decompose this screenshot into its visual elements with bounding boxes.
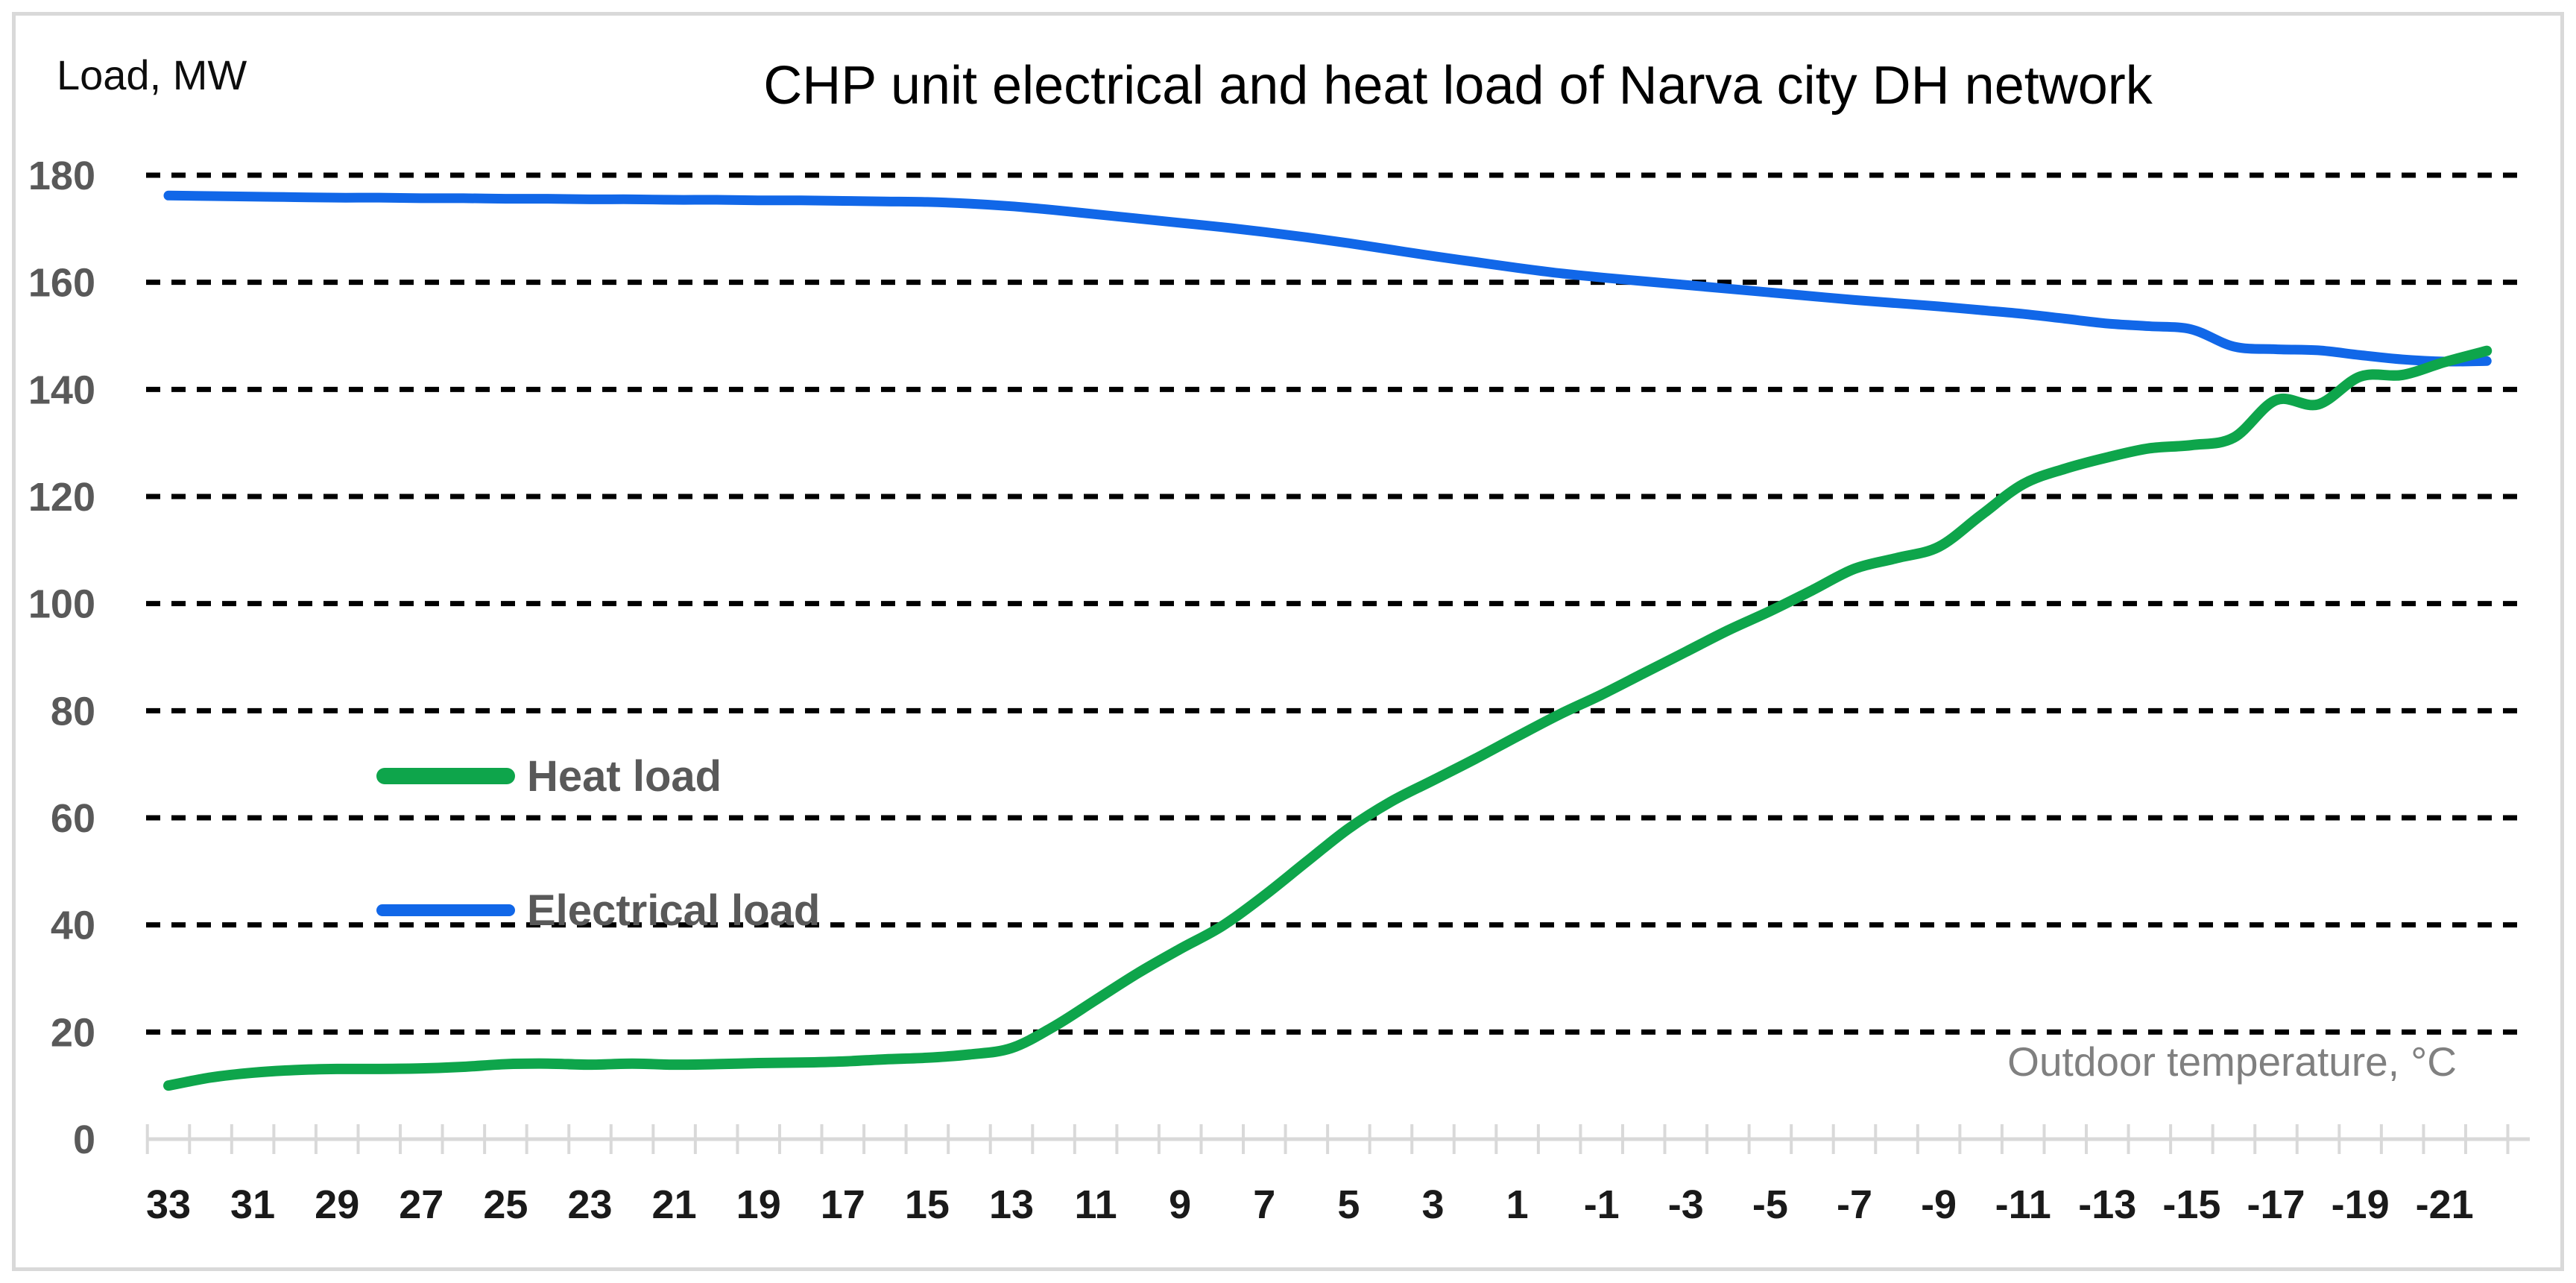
x-tick-label: -13 <box>2078 1182 2136 1227</box>
heat-load-legend-swatch <box>376 768 515 784</box>
x-tick-label: 19 <box>736 1182 781 1227</box>
electrical-load-line <box>163 190 2492 367</box>
y-tick-label: 80 <box>51 689 95 734</box>
x-tick-label: -1 <box>1584 1182 1620 1227</box>
x-tick-label: 23 <box>567 1182 612 1227</box>
x-tick-label: -5 <box>1752 1182 1788 1227</box>
x-axis-title: Outdoor temperature, °C <box>2007 1038 2457 1085</box>
x-tick-label: 15 <box>905 1182 950 1227</box>
x-tick-label: 3 <box>1421 1182 1444 1227</box>
y-tick-label: 60 <box>51 796 95 841</box>
x-tick-label: 9 <box>1169 1182 1191 1227</box>
y-tick-label: 140 <box>28 368 95 412</box>
y-tick-label: 120 <box>28 475 95 520</box>
heat-load-line <box>163 345 2493 1091</box>
electrical-load-legend-label: Electrical load <box>527 886 821 935</box>
y-tick-label: 40 <box>51 904 95 948</box>
chart-border <box>12 12 2564 1271</box>
x-tick-label: -7 <box>1837 1182 1872 1227</box>
x-tick-label: 33 <box>146 1182 191 1227</box>
x-tick-label: 7 <box>1253 1182 1275 1227</box>
legend-item-electrical-load: Electrical load <box>376 884 820 936</box>
x-tick-label: 11 <box>1075 1182 1117 1227</box>
heat-load-legend-label: Heat load <box>527 751 722 801</box>
x-tick-label: 17 <box>821 1182 865 1227</box>
legend-item-heat-load: Heat load <box>376 750 820 802</box>
x-tick-label: 5 <box>1337 1182 1360 1227</box>
x-tick-label: -3 <box>1668 1182 1704 1227</box>
x-tick-label: 21 <box>652 1182 697 1227</box>
legend: Heat load Electrical load <box>376 750 820 936</box>
x-tick-label: -11 <box>1995 1182 2051 1227</box>
x-tick-label: 25 <box>483 1182 528 1227</box>
y-tick-label: 0 <box>73 1117 95 1162</box>
x-tick-label: -9 <box>1921 1182 1957 1227</box>
chart-title: CHP unit electrical and heat load of Nar… <box>763 56 2153 116</box>
x-tick-label: 13 <box>989 1182 1034 1227</box>
y-axis-title: Load, MW <box>57 51 247 98</box>
x-tick-label: -19 <box>2332 1182 2390 1227</box>
x-tick-label: -15 <box>2162 1182 2220 1227</box>
y-tick-label: 180 <box>28 154 95 198</box>
x-tick-label: 27 <box>399 1182 443 1227</box>
x-tick-label: 31 <box>230 1182 275 1227</box>
x-tick-label: -17 <box>2247 1182 2305 1227</box>
electrical-load-legend-swatch <box>376 904 515 916</box>
y-tick-label: 20 <box>51 1010 95 1055</box>
y-tick-label: 100 <box>28 582 95 627</box>
y-tick-label: 160 <box>28 261 95 306</box>
x-tick-label: 29 <box>315 1182 359 1227</box>
x-tick-label: 1 <box>1506 1182 1529 1227</box>
x-tick-label: -21 <box>2416 1182 2474 1227</box>
